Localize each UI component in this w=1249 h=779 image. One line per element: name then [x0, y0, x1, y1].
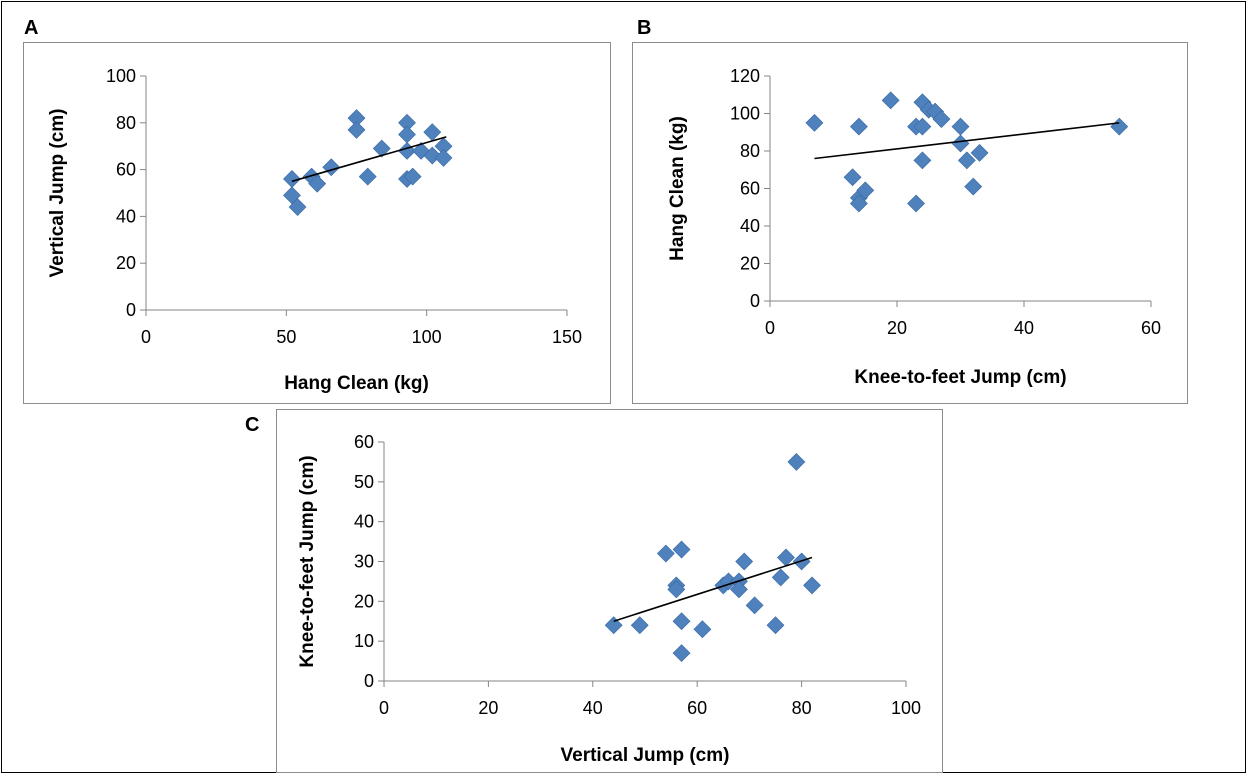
- data-point: [630, 616, 649, 635]
- data-point: [667, 580, 686, 599]
- data-point: [803, 576, 821, 595]
- panel-c: 0 10 20 30 40 50 60 0 20 40 60 80 100 Vertical Jump (…: [276, 409, 943, 773]
- x-tick-label: 0: [379, 698, 389, 718]
- data-point: [843, 168, 862, 187]
- data-point: [288, 198, 307, 216]
- data-point: [849, 194, 868, 213]
- trendline: [613, 556, 813, 623]
- y-tick-label: 0: [750, 291, 760, 311]
- x-tick-label: 0: [141, 327, 151, 347]
- y-axis-title: Hang Clean (kg): [667, 116, 688, 261]
- x-tick-label: 20: [478, 698, 498, 718]
- panel-a: 0 20 40 60 80 100 0 50 100 150 Hang Clean (kg) Vert…: [23, 42, 611, 404]
- y-axis-title: Knee-to-feet Jump (cm): [297, 455, 318, 667]
- y-tick-label: 100: [106, 66, 136, 86]
- data-point: [672, 644, 691, 663]
- data-point: [957, 151, 976, 170]
- y-tick-label: 0: [126, 300, 136, 320]
- y-tick-label: 20: [116, 253, 136, 273]
- data-point: [951, 117, 970, 136]
- data-point: [745, 596, 764, 615]
- data-point: [656, 544, 675, 563]
- y-tick-label: 50: [354, 472, 374, 492]
- data-point: [913, 151, 932, 170]
- data-point: [951, 134, 970, 153]
- data-point: [434, 148, 453, 167]
- data-point: [693, 620, 712, 639]
- x-axis-title: Knee-to-feet Jump (cm): [854, 367, 1066, 388]
- data-point: [372, 139, 391, 158]
- data-point: [913, 117, 932, 136]
- y-tick-label: 40: [354, 512, 374, 532]
- x-axis-title: Hang Clean (kg): [284, 373, 429, 394]
- data-point: [672, 612, 691, 631]
- data-point: [856, 181, 875, 200]
- y-tick-label: 80: [116, 113, 136, 133]
- data-point: [849, 117, 868, 136]
- data-point: [322, 158, 341, 177]
- chart-c: 0 10 20 30 40 50 60 0 20 40 60 80 100 Vertical Jump (…: [297, 432, 921, 766]
- x-tick-label: 80: [792, 698, 812, 718]
- data-point: [907, 194, 925, 213]
- y-tick-label: 60: [116, 160, 136, 180]
- data-point: [347, 120, 366, 139]
- data-point: [672, 540, 691, 559]
- y-tick-label: 60: [740, 179, 760, 199]
- y-tick-label: 80: [740, 141, 760, 161]
- trendline: [291, 136, 447, 183]
- y-tick-label: 120: [730, 66, 760, 86]
- data-point: [730, 580, 748, 599]
- data-point: [805, 113, 824, 132]
- y-tick-label: 20: [354, 591, 374, 611]
- panel-label-c: C: [245, 414, 260, 436]
- x-tick-label: 50: [276, 327, 296, 347]
- y-tick-label: 40: [740, 216, 760, 236]
- y-tick-label: 40: [116, 206, 136, 226]
- data-point: [766, 616, 785, 635]
- chart-b: 0 20 40 60 80 100 120 0 20 40 60 Knee-to-feet Jump …: [667, 66, 1161, 388]
- data-point: [604, 616, 623, 635]
- data-point: [398, 125, 416, 144]
- x-tick-label: 20: [887, 318, 907, 338]
- y-tick-label: 60: [354, 432, 374, 452]
- x-tick-label: 60: [687, 698, 707, 718]
- x-tick-label: 100: [412, 327, 442, 347]
- data-point: [403, 167, 422, 186]
- y-tick-label: 30: [354, 552, 374, 572]
- y-tick-label: 100: [730, 104, 760, 124]
- data-point: [964, 177, 983, 196]
- data-point: [735, 552, 754, 571]
- x-tick-label: 100: [891, 698, 921, 718]
- panel-b: 0 20 40 60 80 100 120 0 20 40 60 Knee-to-feet Jump …: [632, 42, 1188, 404]
- x-tick-label: 150: [552, 327, 582, 347]
- y-tick-label: 20: [740, 254, 760, 274]
- data-point: [358, 167, 377, 186]
- x-tick-label: 40: [583, 698, 603, 718]
- y-tick-label: 10: [354, 631, 374, 651]
- y-tick-label: 0: [364, 671, 374, 691]
- data-point: [771, 568, 790, 587]
- y-axis-title: Vertical Jump (cm): [47, 109, 68, 278]
- data-point: [308, 174, 327, 193]
- x-tick-label: 60: [1141, 318, 1161, 338]
- chart-a: 0 20 40 60 80 100 0 50 100 150 Hang Clean (kg) Vert…: [47, 66, 582, 394]
- data-point: [881, 91, 900, 110]
- x-tick-label: 0: [765, 318, 775, 338]
- data-point: [1110, 117, 1129, 136]
- trendline: [814, 122, 1120, 160]
- panel-label-a: A: [24, 17, 39, 39]
- x-tick-label: 40: [1014, 318, 1034, 338]
- data-point: [932, 110, 951, 129]
- data-point: [423, 123, 442, 142]
- data-point: [970, 143, 989, 162]
- panel-label-b: B: [637, 17, 652, 39]
- data-point: [787, 452, 806, 471]
- x-axis-title: Vertical Jump (cm): [561, 745, 730, 766]
